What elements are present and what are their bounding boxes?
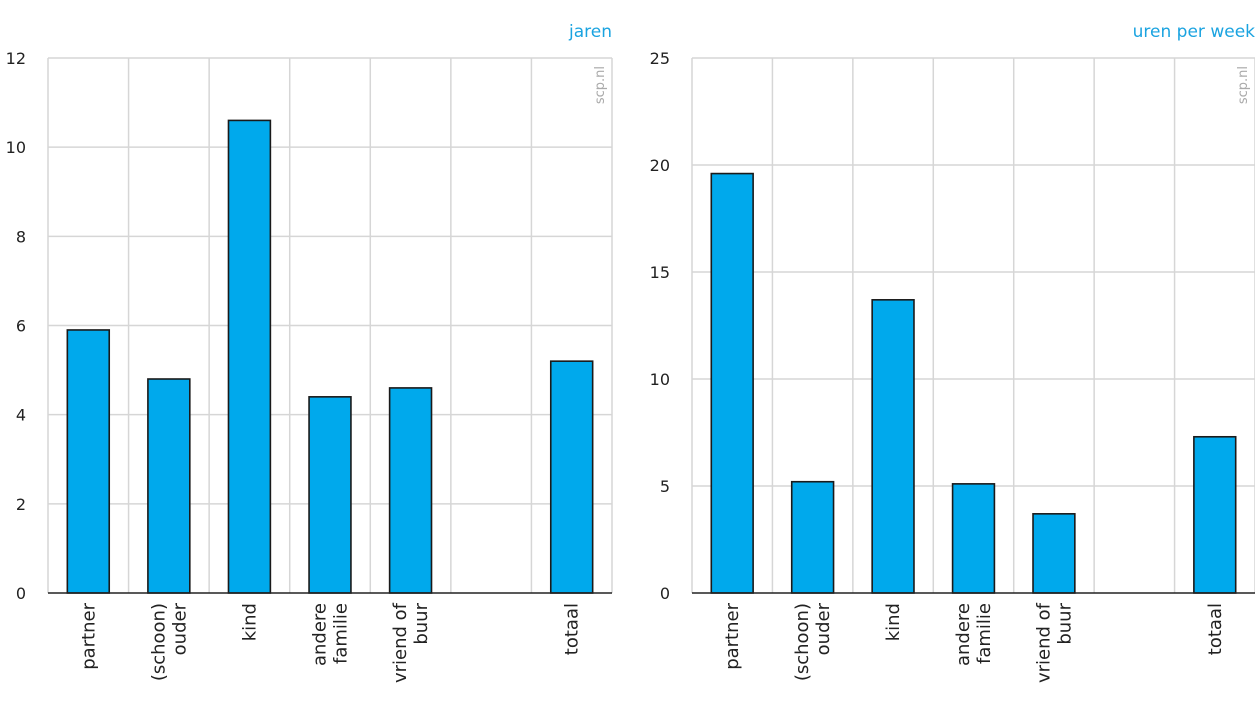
bar-partner [710,172,754,594]
x-tick-label: (schoon) [148,603,169,681]
x-tick-label: vriend of [1033,602,1054,683]
unit-label: uren per week [1133,22,1255,42]
x-tick-label: ouder [813,602,834,655]
y-tick-label: 0 [660,584,670,603]
y-tick-label: 25 [650,49,670,68]
watermark: scp.nl [1236,66,1251,104]
x-tick-label: familie [974,603,995,664]
x-tick-label: kind [883,603,904,641]
x-tick-label: totaal [1205,603,1226,655]
y-tick-label: 6 [16,317,26,336]
y-tick-label: 15 [650,263,670,282]
x-tick-label: partner [722,602,743,669]
chart-jaren: 0 2 4 6 8 10 12 partner (schoon) ouder kind andere f… [6,22,613,683]
y-tick-label: 4 [16,406,26,425]
y-tick-label: 2 [16,495,26,514]
y-tick-label: 20 [650,156,670,175]
bar-totaal [1193,435,1237,594]
unit-label: jaren [568,22,612,42]
x-tick-label: buur [1054,602,1075,644]
bar-kind [871,299,915,594]
bar-andere-familie [951,483,996,594]
x-tick-label: totaal [562,603,583,655]
bar-andere-familie [308,396,352,594]
x-tick-label: kind [239,603,260,641]
bar-schoon-ouder [790,480,835,594]
watermark: scp.nl [593,66,608,104]
x-tick-label: (schoon) [792,603,813,681]
x-tick-label: partner [78,602,99,669]
y-tick-label: 12 [6,49,26,68]
x-tick-label: vriend of [390,602,411,683]
x-tick-label: ouder [169,602,190,655]
y-tick-label: 10 [6,138,26,157]
bar-kind [227,119,272,594]
bar-partner [66,329,111,594]
bar-vriend-of-buur [388,387,433,594]
x-tick-label: buur [411,602,432,644]
y-tick-label: 5 [660,477,670,496]
bar-schoon-ouder [147,378,191,594]
x-tick-label: andere [310,603,331,666]
bar-vriend-of-buur [1032,513,1076,594]
y-tick-label: 10 [650,370,670,389]
x-tick-label: familie [331,603,352,664]
x-tick-label: andere [953,603,974,666]
y-tick-label: 8 [16,227,26,246]
y-tick-label: 0 [16,584,26,603]
chart-uren-per-week: 0 5 10 15 20 25 partner (schoon) ouder kind andere… [650,22,1255,683]
bar-totaal [549,360,594,594]
